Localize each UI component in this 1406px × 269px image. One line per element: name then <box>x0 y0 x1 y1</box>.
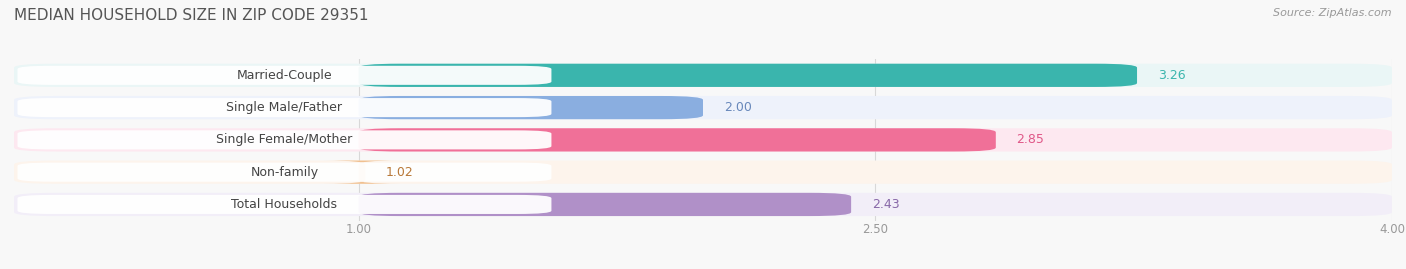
FancyBboxPatch shape <box>17 98 551 117</box>
Text: MEDIAN HOUSEHOLD SIZE IN ZIP CODE 29351: MEDIAN HOUSEHOLD SIZE IN ZIP CODE 29351 <box>14 8 368 23</box>
Text: Single Male/Father: Single Male/Father <box>226 101 343 114</box>
Text: Source: ZipAtlas.com: Source: ZipAtlas.com <box>1274 8 1392 18</box>
Text: Single Female/Mother: Single Female/Mother <box>217 133 353 146</box>
FancyBboxPatch shape <box>14 96 1392 119</box>
Text: 3.26: 3.26 <box>1157 69 1185 82</box>
Text: 2.43: 2.43 <box>872 198 900 211</box>
FancyBboxPatch shape <box>359 64 1137 87</box>
FancyBboxPatch shape <box>14 64 1392 87</box>
FancyBboxPatch shape <box>17 66 551 85</box>
Text: Married-Couple: Married-Couple <box>236 69 332 82</box>
Text: 1.02: 1.02 <box>387 166 413 179</box>
FancyBboxPatch shape <box>14 193 1392 216</box>
FancyBboxPatch shape <box>17 163 551 182</box>
Text: 2.85: 2.85 <box>1017 133 1045 146</box>
FancyBboxPatch shape <box>359 193 851 216</box>
FancyBboxPatch shape <box>14 128 1392 151</box>
FancyBboxPatch shape <box>17 195 551 214</box>
Text: 2.00: 2.00 <box>724 101 752 114</box>
FancyBboxPatch shape <box>359 96 703 119</box>
FancyBboxPatch shape <box>14 161 1392 184</box>
FancyBboxPatch shape <box>17 130 551 149</box>
FancyBboxPatch shape <box>359 128 995 151</box>
Text: Total Households: Total Households <box>232 198 337 211</box>
Text: Non-family: Non-family <box>250 166 319 179</box>
FancyBboxPatch shape <box>325 161 399 184</box>
